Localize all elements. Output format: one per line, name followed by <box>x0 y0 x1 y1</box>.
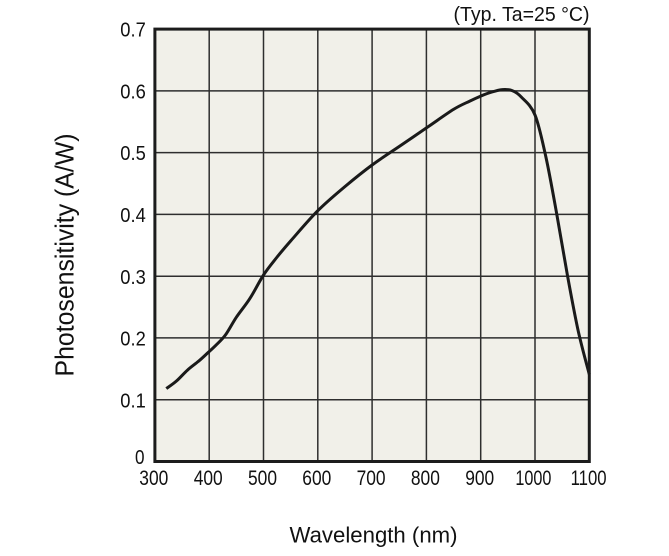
svg-text:600: 600 <box>302 467 331 490</box>
svg-text:0.5: 0.5 <box>120 142 146 165</box>
svg-text:0.6: 0.6 <box>120 81 146 104</box>
svg-text:800: 800 <box>411 467 440 490</box>
svg-text:300: 300 <box>139 467 168 490</box>
svg-text:0: 0 <box>135 446 145 469</box>
svg-text:0.4: 0.4 <box>120 204 146 227</box>
svg-text:0.2: 0.2 <box>120 328 146 351</box>
svg-text:700: 700 <box>357 467 386 490</box>
svg-text:1100: 1100 <box>571 467 607 490</box>
svg-text:400: 400 <box>194 467 223 490</box>
svg-text:(Typ. Ta=25 °C): (Typ. Ta=25 °C) <box>454 3 590 26</box>
svg-text:Photosensitivity (A/W): Photosensitivity (A/W) <box>52 134 80 377</box>
svg-text:0.3: 0.3 <box>120 266 146 289</box>
svg-text:900: 900 <box>465 467 494 490</box>
svg-text:1000: 1000 <box>515 467 551 490</box>
svg-text:0.7: 0.7 <box>120 19 146 42</box>
svg-text:0.1: 0.1 <box>120 389 146 412</box>
svg-text:500: 500 <box>248 467 277 490</box>
svg-text:Wavelength (nm): Wavelength (nm) <box>290 523 458 548</box>
